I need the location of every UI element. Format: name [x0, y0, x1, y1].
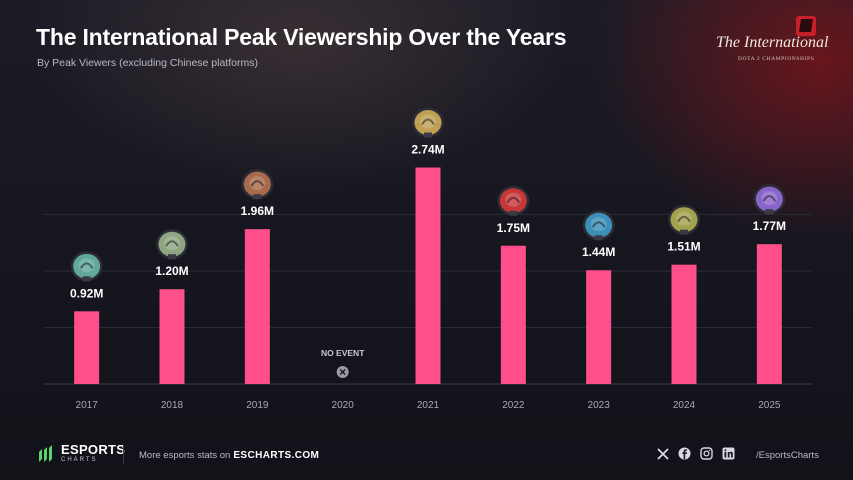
x-icon[interactable] — [656, 447, 669, 460]
value-label: 1.75M — [497, 221, 530, 235]
bar — [244, 229, 270, 384]
brand-line-2: CHARTS — [61, 456, 98, 463]
value-label: 1.44M — [582, 245, 615, 259]
aegis-trophy-icon — [156, 229, 188, 260]
bar-chart: 2017 0.92M 2018 1.20M 2019 1.96M 2020 NO EVENT 2… — [44, 107, 812, 411]
linkedin-icon[interactable] — [722, 447, 735, 460]
bar — [415, 167, 441, 384]
bar — [159, 289, 185, 384]
facebook-icon[interactable] — [678, 447, 691, 460]
no-event-label: NO EVENT — [321, 348, 365, 358]
aegis-trophy-icon — [70, 251, 103, 282]
aegis-trophy-icon — [412, 107, 444, 138]
aegis-trophy-icon — [497, 185, 530, 216]
x-tick-label: 2018 — [161, 400, 184, 411]
social-handle[interactable]: /EsportsCharts — [756, 450, 819, 461]
bar — [671, 264, 697, 384]
aegis-trophy-icon — [582, 210, 615, 241]
value-label: 1.20M — [155, 264, 188, 278]
x-tick-label: 2025 — [758, 400, 781, 411]
value-label: 1.96M — [241, 204, 274, 218]
page-subtitle: By Peak Viewers (excluding Chinese platf… — [37, 57, 258, 69]
aegis-trophy-icon — [241, 169, 274, 200]
aegis-trophy-icon — [668, 204, 700, 235]
bar — [500, 245, 526, 384]
value-label: 1.77M — [753, 219, 786, 233]
x-tick-label: 2020 — [332, 400, 355, 411]
esports-charts-logo[interactable]: ESPORTS CHARTS — [36, 442, 125, 464]
bar — [74, 311, 100, 384]
the-international-logo: The International DOTA 2 CHAMPIONSHIPS — [716, 16, 829, 76]
x-tick-label: 2022 — [502, 400, 525, 411]
brand-line-1: ESPORTS — [61, 441, 126, 457]
aegis-trophy-icon — [753, 184, 786, 215]
page-title: The International Peak Viewership Over t… — [36, 24, 567, 50]
x-tick-label: 2017 — [76, 400, 99, 411]
instagram-icon[interactable] — [700, 447, 713, 460]
x-tick-label: 2023 — [588, 400, 611, 411]
more-text: More esports stats on — [139, 450, 231, 461]
value-label: 0.92M — [70, 286, 103, 300]
bar — [756, 244, 782, 384]
footer-more-stats: More esports stats on ESCHARTS.COM — [139, 450, 319, 461]
no-event-x — [339, 369, 346, 375]
bar — [586, 270, 612, 384]
dota2-logo-icon — [796, 16, 816, 36]
ti-wordmark-sub: DOTA 2 CHAMPIONSHIPS — [738, 56, 815, 62]
esports-charts-icon — [39, 445, 52, 462]
x-tick-label: 2024 — [673, 400, 696, 411]
value-label: 1.51M — [667, 240, 700, 254]
x-tick-label: 2021 — [417, 400, 440, 411]
footer-divider — [123, 444, 124, 464]
escharts-link[interactable]: ESCHARTS.COM — [233, 450, 320, 461]
x-tick-label: 2019 — [246, 400, 269, 411]
social-links — [656, 447, 735, 460]
value-label: 2.74M — [411, 143, 444, 157]
ti-wordmark: The International — [716, 34, 829, 51]
